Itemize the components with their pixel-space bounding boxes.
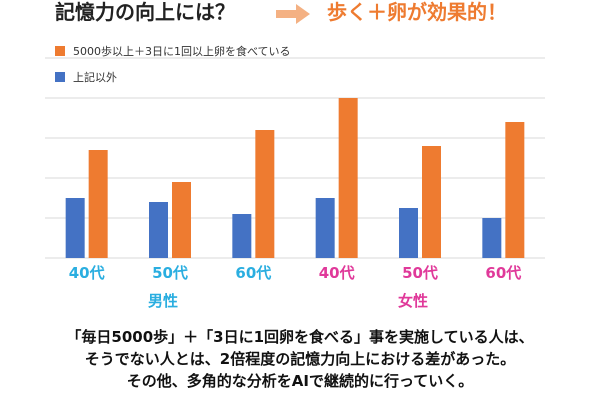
summary-text: 「毎日5000歩」＋「3日に1回卵を食べる」事を実施している人は、 そうでない人…: [0, 326, 600, 392]
bar-other-3: [315, 198, 335, 258]
x-tick-label: 40代: [69, 264, 105, 282]
summary-line-3: その他、多角的な分析をAIで継続的に行っていく。: [126, 372, 474, 390]
title-question: 記憶力の向上には？: [55, 0, 235, 24]
bar-egg-walk-1: [172, 182, 191, 258]
bar-other-2: [232, 214, 252, 258]
x-tick-label: 60代: [485, 264, 521, 282]
legend-item-other: 上記以外: [55, 68, 291, 86]
bar-egg-walk-4: [422, 146, 441, 258]
legend-item-egg-walk: 5000歩以上＋3日に1回以上卵を食べている: [55, 42, 291, 60]
bar-other-4: [399, 208, 418, 258]
title-answer: 歩く＋卵が効果的！: [327, 0, 507, 24]
legend-label: 5000歩以上＋3日に1回以上卵を食べている: [73, 45, 291, 58]
summary-line-2: そうでない人とは、2倍程度の記憶力向上における差があった。: [84, 350, 516, 368]
bar-egg-walk-0: [88, 150, 108, 258]
group-label-female: 女性: [398, 292, 429, 310]
bar-other-5: [482, 218, 502, 258]
x-tick-label: 50代: [402, 264, 438, 282]
bar-egg-walk-5: [505, 122, 525, 258]
bar-other-1: [149, 202, 168, 258]
x-tick-label: 50代: [152, 264, 188, 282]
group-label-male: 男性: [148, 292, 179, 310]
legend-label: 上記以外: [73, 71, 117, 84]
x-tick-label: 40代: [319, 264, 355, 282]
chart-title: 記憶力の向上には？ 歩く＋卵が効果的！: [0, 0, 600, 30]
chart-legend: 5000歩以上＋3日に1回以上卵を食べている 上記以外: [55, 42, 291, 94]
bar-other-0: [65, 198, 85, 258]
arrow-right-icon: [276, 4, 310, 24]
legend-swatch-orange: [55, 46, 65, 56]
summary-line-1: 「毎日5000歩」＋「3日に1回卵を食べる」事を実施している人は、: [66, 328, 534, 346]
bar-egg-walk-3: [338, 98, 358, 258]
legend-swatch-blue: [55, 72, 65, 82]
x-tick-label: 60代: [235, 264, 271, 282]
bar-egg-walk-2: [255, 130, 275, 258]
